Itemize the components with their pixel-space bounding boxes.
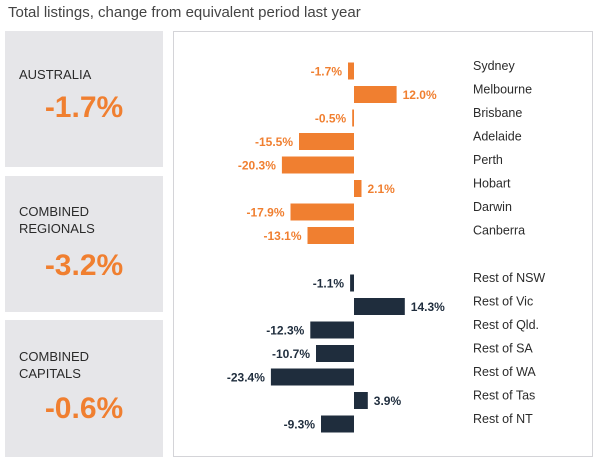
- bar-chart: -1.7% Sydney 12.0% Melbourne -0.5% Brisbane -1…: [227, 59, 545, 433]
- value-label-canberra: -13.1%: [263, 229, 301, 243]
- combined-regionals-label: COMBINED REGIONALS: [19, 204, 95, 236]
- bar-melbourne: [354, 86, 397, 103]
- bar-brisbane: [352, 109, 354, 127]
- bar-adelaide: [299, 133, 354, 150]
- value-label-sydney: -1.7%: [311, 65, 343, 79]
- value-label-rest-of-tas: 3.9%: [374, 394, 402, 408]
- category-label-hobart: Hobart: [473, 177, 511, 191]
- combined-capitals-summary-box: COMBINED CAPITALS -0.6%: [5, 320, 163, 457]
- value-label-hobart: 2.1%: [368, 182, 396, 196]
- value-label-adelaide: -15.5%: [255, 135, 293, 149]
- category-label-adelaide: Adelaide: [473, 130, 522, 144]
- category-label-rest-of-qld: Rest of Qld.: [473, 318, 539, 332]
- category-label-sydney: Sydney: [473, 59, 515, 73]
- value-label-rest-of-nsw: -1.1%: [313, 277, 345, 291]
- combined-regionals-summary-box: COMBINED REGIONALS -3.2%: [5, 176, 163, 312]
- bar-darwin: [290, 203, 354, 221]
- bar-rest-of-tas: [354, 392, 368, 409]
- bar-perth: [281, 156, 354, 174]
- chart-panel: -1.7% Sydney 12.0% Melbourne -0.5% Brisbane -1…: [173, 31, 593, 457]
- australia-summary-box: AUSTRALIA -1.7%: [5, 31, 163, 167]
- value-label-brisbane: -0.5%: [315, 112, 347, 126]
- bar-sydney: [348, 62, 354, 80]
- category-label-rest-of-nsw: Rest of NSW: [473, 271, 545, 285]
- category-label-canberra: Canberra: [473, 224, 525, 238]
- value-label-rest-of-wa: -23.4%: [227, 371, 265, 385]
- bar-rest-of-vic: [354, 298, 405, 315]
- combined-capitals-value: -0.6%: [44, 392, 124, 425]
- australia-label: AUSTRALIA: [19, 67, 92, 82]
- bar-rest-of-qld: [310, 321, 354, 339]
- bar-rest-of-wa: [270, 368, 354, 386]
- bar-hobart: [354, 180, 362, 197]
- bar-rest-of-sa: [316, 345, 354, 362]
- combined-regionals-value: -3.2%: [44, 249, 124, 282]
- category-label-rest-of-vic: Rest of Vic: [473, 295, 533, 309]
- value-label-rest-of-vic: 14.3%: [411, 300, 445, 314]
- category-label-rest-of-wa: Rest of WA: [473, 365, 536, 379]
- bar-rest-of-nt: [321, 415, 354, 433]
- chart-title: Total listings, change from equivalent p…: [8, 4, 361, 21]
- value-label-rest-of-qld: -12.3%: [266, 324, 304, 338]
- australia-value: -1.7%: [44, 91, 124, 124]
- category-label-brisbane: Brisbane: [473, 106, 522, 120]
- category-label-darwin: Darwin: [473, 200, 512, 214]
- combined-capitals-label: COMBINED CAPITALS: [19, 349, 90, 381]
- value-label-darwin: -17.9%: [246, 206, 284, 220]
- value-label-rest-of-nt: -9.3%: [284, 418, 316, 432]
- category-label-rest-of-tas: Rest of Tas: [473, 389, 535, 403]
- value-label-perth: -20.3%: [238, 159, 276, 173]
- value-label-melbourne: 12.0%: [403, 88, 437, 102]
- category-label-melbourne: Melbourne: [473, 83, 532, 97]
- category-label-rest-of-nt: Rest of NT: [473, 412, 533, 426]
- category-label-perth: Perth: [473, 153, 503, 167]
- bar-canberra: [307, 227, 354, 244]
- bar-rest-of-nsw: [350, 274, 354, 292]
- category-label-rest-of-sa: Rest of SA: [473, 342, 533, 356]
- value-label-rest-of-sa: -10.7%: [272, 347, 310, 361]
